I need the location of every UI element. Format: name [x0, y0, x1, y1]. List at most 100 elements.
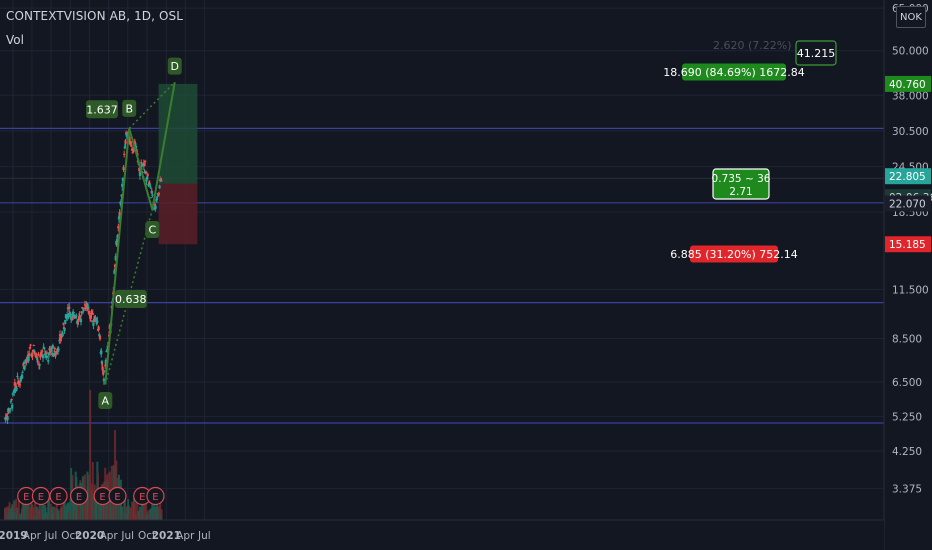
volume-bar: [5, 507, 8, 520]
candle-body: [14, 387, 17, 392]
volume-bar: [38, 504, 41, 520]
volume-bar: [57, 510, 60, 520]
candle-body: [81, 307, 84, 309]
target-label: 18.690 (84.69%) 1672.84: [663, 63, 805, 81]
candle-body: [149, 197, 153, 199]
price-label-box: [885, 195, 931, 212]
candle-body: [148, 183, 151, 185]
candle-body: [27, 357, 30, 361]
price-label-text: 22.070: [889, 199, 926, 211]
volume-bar: [87, 486, 90, 520]
candle-body: [100, 361, 104, 365]
candle-body: [116, 235, 119, 237]
candle-body: [20, 374, 24, 379]
currency-button[interactable]: NOK: [896, 6, 926, 28]
candle-body: [56, 351, 59, 353]
candle-body: [160, 180, 163, 182]
pattern-point-c-box: [145, 221, 160, 239]
candle-body: [4, 417, 7, 421]
candle-body: [145, 177, 148, 182]
candle-body: [19, 377, 22, 382]
pattern-point-b: B: [122, 99, 137, 117]
earnings-marker[interactable]: E: [70, 486, 89, 506]
candle-body: [91, 320, 94, 322]
earnings-text: E: [152, 492, 158, 503]
time-tick: Apr: [100, 530, 119, 542]
volume-bar: [121, 506, 124, 520]
candle-body: [38, 364, 41, 366]
candle-body: [157, 193, 161, 195]
candle-body: [74, 316, 77, 319]
candle-body: [18, 381, 21, 385]
earnings-marker[interactable]: E: [49, 486, 68, 506]
candle-body: [146, 176, 149, 180]
price-tick: 38.000: [892, 90, 929, 102]
pattern-point-a: A: [98, 392, 113, 410]
candle-body: [26, 354, 30, 356]
candle-body: [6, 416, 9, 421]
candle-body: [154, 205, 157, 209]
time-tick: 2019: [0, 530, 28, 542]
candle-body: [135, 149, 138, 152]
candle-body: [122, 167, 125, 170]
candle-body: [155, 199, 159, 201]
candle-body: [57, 348, 60, 350]
price-tick: 30.500: [892, 126, 929, 138]
candle-body: [88, 314, 91, 316]
candle-body: [78, 315, 81, 319]
candle-body: [15, 385, 18, 388]
stop-label-text: 6.885 (31.20%) 752.14: [670, 248, 798, 261]
candle-body: [7, 408, 11, 411]
candle-body: [11, 404, 14, 409]
volume-bar: [94, 496, 97, 520]
earnings-marker[interactable]: E: [31, 486, 51, 506]
loss-zone: [158, 183, 198, 245]
volume-bar: [22, 500, 25, 520]
candle-body: [70, 317, 73, 319]
candle-body: [80, 311, 83, 313]
candle-body: [144, 171, 147, 174]
candle-body: [26, 357, 29, 359]
earnings-marker[interactable]: E: [146, 486, 165, 506]
candle-body: [98, 335, 102, 340]
candle-body: [121, 178, 124, 182]
time-tick: Apr: [176, 530, 195, 542]
candle-body: [60, 335, 63, 338]
candle-body: [123, 146, 126, 149]
ratio-label-ac-text: 0.638: [115, 293, 147, 306]
candle-body: [120, 194, 123, 197]
candle-body: [54, 354, 57, 357]
candle-body: [66, 307, 69, 310]
top-info-text: 2.620 (7.22%) 58: [713, 39, 809, 52]
candle-body: [45, 352, 49, 354]
ratio-label-ac: 0.638: [114, 290, 147, 309]
candle-body: [133, 141, 136, 143]
candle-body: [147, 181, 151, 184]
candle-body: [113, 264, 117, 268]
candle-body: [104, 365, 107, 367]
candle-body: [96, 320, 99, 323]
volume-bar: [41, 502, 44, 520]
price-axis[interactable]: 65.00050.00038.00030.50024.50018.50011.5…: [883, 0, 932, 550]
volume-bar: [160, 509, 163, 520]
candle-body: [47, 360, 50, 362]
candle-body: [91, 312, 94, 315]
earnings-text: E: [23, 492, 29, 503]
candle-body: [157, 195, 160, 197]
candle-body: [100, 350, 103, 354]
candle-body: [53, 347, 56, 350]
d-price-label: 41.215: [795, 40, 837, 66]
candle-body: [9, 401, 12, 403]
earnings-circle: [108, 486, 127, 506]
stop-label: 6.885 (31.20%) 752.14: [670, 245, 798, 263]
candle-body: [134, 142, 137, 144]
volume-bar: [91, 462, 94, 520]
price-label-box: [885, 168, 931, 185]
long-position-tool[interactable]: [158, 83, 198, 245]
pattern-leg: [128, 128, 154, 210]
earnings-marker[interactable]: E: [108, 486, 127, 506]
